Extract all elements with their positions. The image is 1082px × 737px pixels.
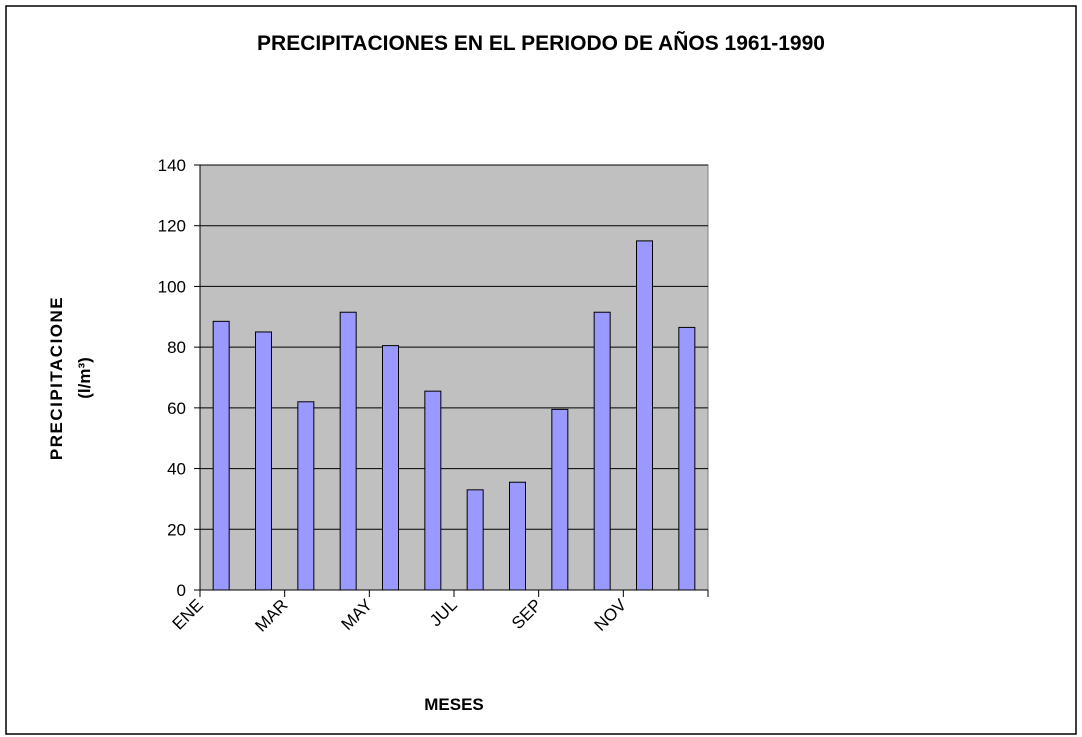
bar: [255, 331, 272, 591]
bar: [212, 320, 230, 591]
y-axis-label-line: (l/m³): [75, 357, 94, 399]
y-tick-label: 100: [158, 277, 186, 296]
bar: [593, 311, 611, 591]
bar: [636, 240, 653, 591]
y-tick-label: 60: [167, 399, 186, 418]
bar: [551, 408, 569, 591]
y-tick-label: 80: [167, 338, 186, 357]
bar: [466, 489, 484, 591]
y-axis-label: PRECIPITACIONE (l/m³): [47, 296, 94, 460]
bar: [297, 401, 315, 591]
y-tick-label: 140: [158, 156, 186, 175]
y-tick-label: 120: [158, 217, 186, 236]
bar: [678, 326, 696, 591]
y-tick-label: 20: [167, 520, 186, 539]
bar: [339, 311, 357, 591]
plot-area: [199, 164, 709, 591]
y-tick-label: 40: [167, 460, 186, 479]
bar: [424, 390, 442, 591]
chart-title: PRECIPITACIONES EN EL PERIODO DE AÑOS 19…: [257, 32, 825, 55]
bar: [382, 345, 399, 591]
y-tick-label: 0: [177, 581, 186, 600]
y-axis-label-line: PRECIPITACIONE: [47, 296, 66, 460]
bar: [509, 481, 526, 591]
x-axis-label: MESES: [424, 695, 484, 714]
